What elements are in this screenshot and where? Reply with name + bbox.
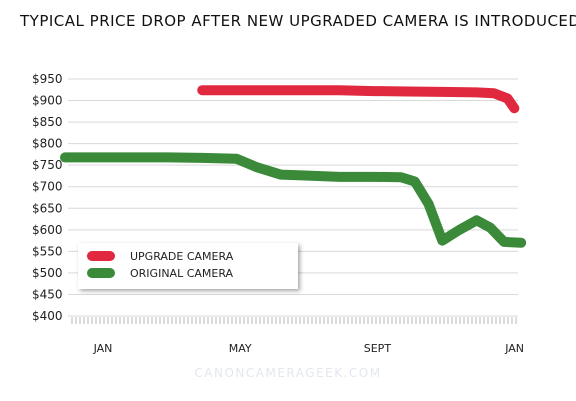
- y-tick-label: $450: [32, 287, 63, 301]
- y-tick-label: $950: [32, 72, 63, 86]
- y-tick-label: $700: [32, 180, 63, 194]
- legend-label: ORIGINAL CAMERA: [130, 267, 234, 280]
- y-tick-label: $400: [32, 309, 63, 323]
- x-axis-minor-ticks: [71, 317, 517, 324]
- y-tick-label: $900: [32, 94, 63, 108]
- series-line-upgrade-camera: [197, 85, 520, 114]
- y-tick-label: $750: [32, 158, 63, 172]
- y-axis-labels: $400 $450 $500 $550 $600 $650 $700 $750 $800 $850…: [32, 72, 63, 323]
- watermark-text: CANONCAMERAGEEK.COM: [194, 366, 382, 380]
- x-axis-labels: JAN MAY SEPT JAN: [93, 342, 524, 355]
- y-tick-label: $650: [32, 201, 63, 215]
- x-tick-label: JAN: [504, 342, 524, 355]
- legend-label: UPGRADE CAMERA: [130, 250, 234, 263]
- series-lines: [60, 85, 527, 248]
- legend: UPGRADE CAMERA ORIGINAL CAMERA: [78, 243, 298, 289]
- y-tick-label: $600: [32, 223, 63, 237]
- series-line-original-camera: [60, 152, 527, 248]
- chart-title: TYPICAL PRICE DROP AFTER NEW UPGRADED CA…: [20, 12, 576, 30]
- x-tick-label: MAY: [229, 342, 252, 355]
- y-tick-label: $500: [32, 266, 63, 280]
- x-tick-label: JAN: [93, 342, 113, 355]
- y-tick-label: $800: [32, 137, 63, 151]
- y-tick-label: $550: [32, 244, 63, 258]
- legend-box: [78, 243, 298, 289]
- y-tick-label: $850: [32, 115, 63, 129]
- x-tick-label: SEPT: [364, 342, 392, 355]
